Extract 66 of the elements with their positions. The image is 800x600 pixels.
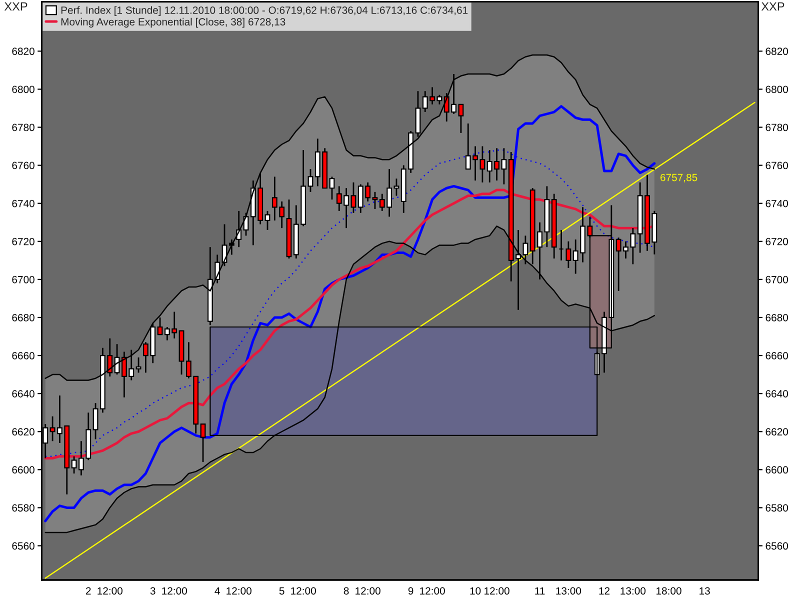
y2-tick-label: 6620	[766, 428, 788, 436]
legend-label: Moving Average Exponential [Close, 38] 6728,13	[61, 18, 286, 28]
x-tick-label: 11	[535, 587, 545, 594]
candlestick	[308, 168, 314, 193]
x-tick-label: 4	[214, 587, 220, 594]
y2-tick-label: 6600	[766, 466, 788, 474]
candlestick	[71, 456, 77, 474]
x-tick-label: 12:00	[356, 587, 380, 595]
y-tick-label: 6720	[12, 238, 34, 246]
candlestick	[228, 238, 234, 256]
x-tick-label: 8	[344, 587, 349, 595]
x-tick-label: 12:00	[98, 587, 122, 595]
x-tick-label: 18:00	[656, 587, 682, 595]
y-tick-label: 6700	[12, 276, 34, 284]
y2-tick-label: 6700	[766, 276, 788, 284]
candlestick	[394, 178, 400, 196]
x-tick-label: 12:00	[291, 587, 316, 595]
y2-tick-label: 6820	[766, 48, 788, 56]
y-axis-title: XXP	[4, 2, 28, 11]
y-tick-label: 6760	[12, 162, 34, 170]
y-tick-label: 6680	[12, 314, 34, 322]
x-tick-label: 12	[599, 587, 610, 594]
x-tick-label: 12:00	[226, 587, 252, 595]
y-tick-label: 6560	[12, 542, 34, 550]
x-tick-label: 10	[470, 587, 481, 595]
x-tick-label: 12:00	[420, 587, 445, 595]
y2-tick-label: 6720	[766, 238, 788, 246]
y-tick-label: 6740	[12, 200, 34, 208]
y-tick-label: 6800	[12, 86, 34, 94]
y2-tick-label: 6660	[766, 352, 788, 360]
y2-tick-label: 6800	[766, 86, 788, 94]
x-tick-label: 13:00	[620, 587, 646, 595]
y-tick-label: 6620	[12, 428, 34, 436]
y2-tick-label: 6560	[766, 542, 788, 550]
x-tick-label: 13	[700, 587, 710, 595]
y2-tick-label: 6580	[766, 504, 788, 512]
candlestick	[264, 210, 270, 231]
y2-tick-label: 6640	[766, 390, 788, 398]
candlestick	[136, 356, 142, 374]
y-tick-label: 6780	[12, 124, 34, 132]
candlestick	[350, 182, 356, 214]
x-tick-label: 13:00	[556, 587, 582, 595]
data-label: 6757,85	[660, 174, 698, 182]
candlestick	[92, 402, 98, 440]
candlestick	[372, 191, 378, 210]
y2-tick-label: 6740	[766, 200, 788, 208]
y2-tick-label: 6780	[766, 124, 788, 132]
y-tick-label: 6640	[12, 390, 34, 398]
x-tick-label: 3	[150, 587, 156, 595]
y2-tick-label: 6760	[766, 162, 788, 170]
candlestick	[329, 176, 335, 200]
y2-tick-label: 6680	[766, 314, 788, 322]
y2-axis-title: XXP	[761, 2, 784, 11]
y-tick-label: 6660	[12, 352, 34, 360]
x-tick-label: 12:00	[162, 587, 187, 595]
x-tick-label: 12:00	[484, 587, 510, 595]
x-tick-label: 5	[279, 587, 284, 595]
legend-label: Perf. Index [1 Stunde] 12.11.2010 18:00:00 - O:6719,62 H:6736,04 L:6713,16 C:6734,61	[61, 6, 468, 16]
candlestick	[566, 240, 572, 269]
y-tick-label: 6580	[12, 504, 34, 512]
x-tick-label: 9	[408, 587, 414, 595]
candlestick	[157, 316, 163, 336]
y-tick-label: 6600	[12, 466, 34, 474]
x-tick-label: 2	[86, 587, 91, 594]
y-tick-label: 6820	[12, 48, 34, 56]
candlestick	[200, 423, 206, 463]
